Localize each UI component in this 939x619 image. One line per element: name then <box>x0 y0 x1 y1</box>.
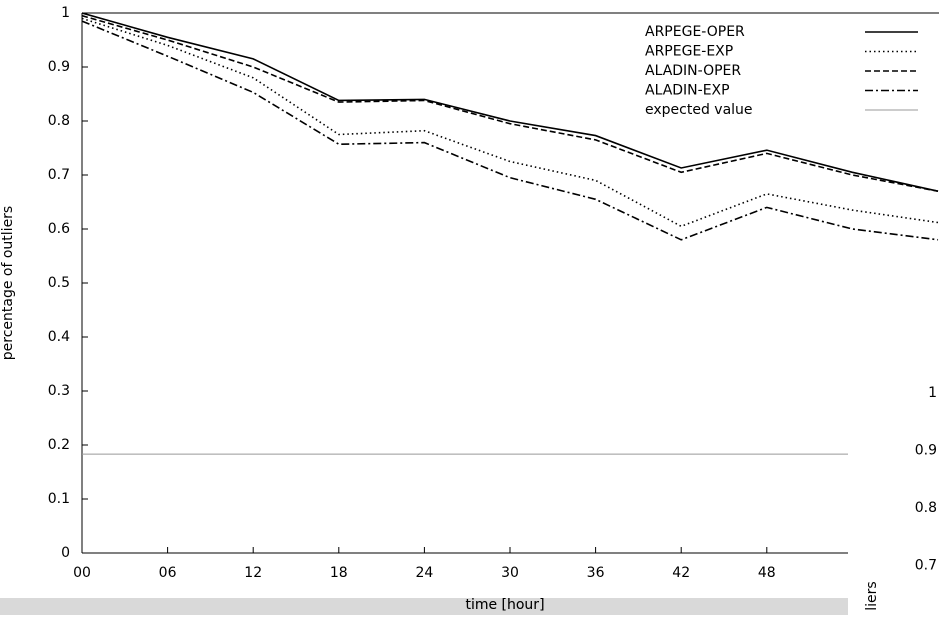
legend-label: ALADIN-EXP <box>645 83 730 99</box>
y-tick-label: 0.2 <box>48 437 70 453</box>
overlay-axis-label: liers <box>864 581 880 610</box>
x-tick-label: 06 <box>159 565 177 581</box>
x-tick-label: 12 <box>244 565 262 581</box>
legend-label: ARPEGE-OPER <box>645 24 745 40</box>
legend-label: ARPEGE-EXP <box>645 44 733 60</box>
y-tick-label: 0.6 <box>48 221 70 237</box>
plot-lines <box>82 12 939 455</box>
y-tick-label: 1 <box>61 5 70 21</box>
x-tick-label: 24 <box>415 565 433 581</box>
y-tick-label: 0.4 <box>48 329 70 345</box>
legend-label: expected value <box>645 102 753 118</box>
x-axis-label: time [hour] <box>465 597 544 613</box>
y-tick-label: 0.1 <box>48 491 70 507</box>
overlay-window <box>848 372 939 615</box>
x-tick-label: 00 <box>73 565 91 581</box>
overlay-tick-label: 0.9 <box>915 443 937 459</box>
y-axis-label: percentage of outliers <box>0 206 16 360</box>
x-tick-label: 30 <box>501 565 519 581</box>
overlay-tick-label: 1 <box>928 385 937 401</box>
y-tick-label: 0.9 <box>48 59 70 75</box>
y-tick-label: 0.8 <box>48 113 70 129</box>
x-tick-label: 48 <box>758 565 776 581</box>
data-line <box>82 14 939 192</box>
data-line <box>82 20 939 241</box>
overlay-tick-label: 0.7 <box>915 558 937 574</box>
data-line <box>82 12 939 192</box>
x-tick-label: 36 <box>587 565 605 581</box>
y-tick-label: 0 <box>61 545 70 561</box>
x-tick-label: 42 <box>672 565 690 581</box>
x-tick-label: 18 <box>330 565 348 581</box>
y-tick-label: 0.5 <box>48 275 70 291</box>
y-tick-label: 0.7 <box>48 167 70 183</box>
blurred-strip <box>0 598 848 615</box>
y-tick-label: 0.3 <box>48 383 70 399</box>
data-line <box>82 17 939 228</box>
legend-label: ALADIN-OPER <box>645 63 741 79</box>
overlay-tick-label: 0.8 <box>915 500 937 516</box>
